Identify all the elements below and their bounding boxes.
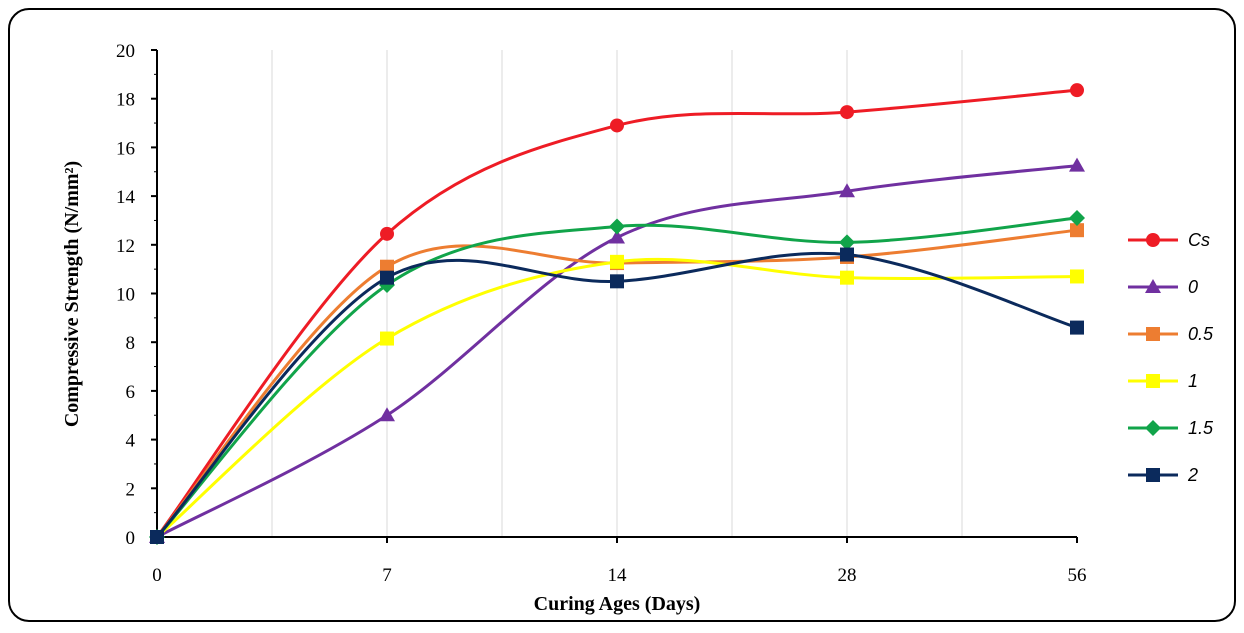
x-tick-label: 7: [382, 565, 392, 586]
data-point-marker: [380, 259, 394, 274]
y-tick-label: 4: [126, 431, 136, 452]
data-point-marker: [150, 530, 164, 544]
data-point-marker: [1070, 83, 1084, 98]
y-tick-label: 12: [116, 236, 135, 257]
x-tick-label: 0: [152, 565, 162, 586]
data-point-marker: [1070, 223, 1084, 238]
data-point-marker: [380, 270, 394, 285]
y-tick-label: 2: [126, 479, 136, 500]
data-point-marker: [840, 247, 854, 262]
data-point-marker: [609, 229, 625, 244]
series-line: [155, 88, 1078, 538]
chart-frame: [8, 8, 1236, 622]
data-point-marker: [380, 226, 394, 241]
data-point-marker: [839, 234, 855, 251]
data-point-marker: [840, 105, 854, 120]
legend-label: 0: [1188, 277, 1198, 297]
data-point-marker: [1069, 210, 1085, 227]
legend-item: 2: [1128, 465, 1198, 485]
series-Cs: [150, 83, 1084, 544]
y-tick-label: 14: [116, 187, 136, 208]
data-point-marker: [839, 183, 855, 198]
data-point-marker: [610, 118, 624, 133]
legend-label: 2: [1187, 465, 1198, 485]
legend-label: 1.5: [1188, 418, 1214, 438]
legend-label: Cs: [1188, 230, 1210, 250]
legend-marker: [1146, 374, 1160, 388]
y-tick-label: 16: [116, 138, 135, 159]
data-point-marker: [1069, 157, 1085, 172]
data-point-marker: [609, 218, 625, 235]
x-tick-label: 28: [838, 565, 857, 586]
series-2: [150, 247, 1084, 544]
legend-marker: [1146, 468, 1160, 482]
data-point-marker: [1070, 269, 1084, 284]
x-tick-label: 56: [1068, 565, 1087, 586]
data-point-marker: [380, 331, 394, 346]
x-axis-title: Curing Ages (Days): [534, 593, 701, 615]
legend-label: 0.5: [1188, 324, 1214, 344]
y-tick-label: 18: [116, 90, 135, 111]
x-tick-label: 14: [608, 565, 628, 586]
y-tick-label: 8: [126, 333, 136, 354]
y-tick-label: 20: [116, 41, 135, 62]
legend-item: 1.5: [1128, 418, 1214, 438]
data-point-marker: [379, 407, 395, 422]
data-point-marker: [610, 274, 624, 289]
data-point-marker: [840, 270, 854, 285]
legend-item: 1: [1128, 371, 1198, 391]
legend-item: 0: [1128, 277, 1198, 297]
legend-item: 0.5: [1128, 324, 1214, 344]
y-axis-title: Compressive Strength (N/mm²): [61, 161, 83, 427]
y-tick-label: 6: [126, 382, 136, 403]
series-lines: [149, 83, 1085, 545]
y-tick-label: 0: [126, 528, 136, 549]
y-tick-label: 10: [116, 285, 135, 306]
legend-marker: [1145, 420, 1161, 436]
axes: 0 2 4 6 8 10 12 14 16 18 20 0 7 14 28 56: [116, 41, 1087, 586]
legend-marker: [1146, 327, 1160, 341]
legend-item: Cs: [1128, 230, 1210, 250]
legend-label: 1: [1188, 371, 1198, 391]
data-point-marker: [1070, 320, 1084, 335]
data-point-marker: [610, 254, 624, 269]
legend-marker: [1146, 233, 1160, 247]
series-line: [155, 251, 1078, 538]
legend-marker: [1145, 279, 1161, 293]
legend: Cs 0 0.5 1 1.5 2: [1128, 230, 1214, 485]
